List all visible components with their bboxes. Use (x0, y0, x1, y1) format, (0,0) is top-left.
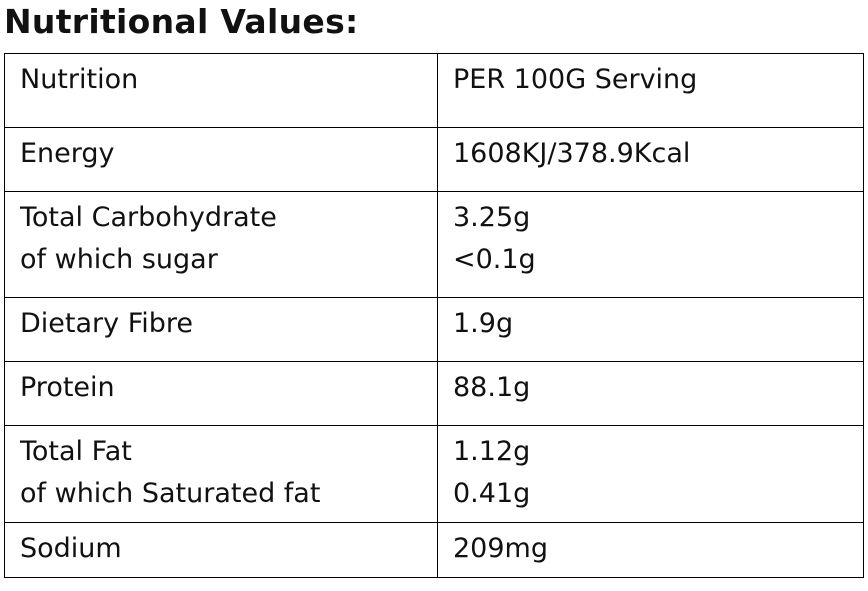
table-row: Dietary Fibre 1.9g (4, 297, 864, 362)
table-row: Total Carbohydrate of which sugar 3.25g <0.… (4, 191, 864, 298)
cell-text: <0.1g (453, 244, 536, 275)
header-text: Nutrition (20, 64, 139, 95)
header-text: PER 100G Serving (453, 64, 698, 95)
table-cell: Energy (4, 127, 438, 192)
nutrition-table: Nutrition PER 100G Serving Energy 1608KJ/37… (4, 53, 864, 578)
table-cell: 1608KJ/378.9Kcal (437, 127, 864, 192)
cell-text: Sodium (20, 533, 122, 564)
cell-text: Energy (20, 138, 115, 169)
cell-text: Total Carbohydrate (20, 202, 277, 233)
table-cell: 209mg (437, 522, 864, 578)
cell-text: 209mg (453, 533, 548, 564)
table-cell: 3.25g <0.1g (437, 191, 864, 298)
table-row: Energy 1608KJ/378.9Kcal (4, 127, 864, 192)
table-cell: Sodium (4, 522, 438, 578)
cell-text: Total Fat (20, 436, 132, 467)
table-cell: 1.12g 0.41g (437, 425, 864, 523)
table-cell: Protein (4, 361, 438, 426)
header-cell: Nutrition (4, 53, 438, 128)
table-row: Total Fat of which Saturated fat 1.12g 0.41… (4, 425, 864, 523)
cell-text: 1608KJ/378.9Kcal (453, 138, 691, 169)
table-cell: Total Carbohydrate of which sugar (4, 191, 438, 298)
table-cell: Total Fat of which Saturated fat (4, 425, 438, 523)
table-cell: 88.1g (437, 361, 864, 426)
header-cell: PER 100G Serving (437, 53, 864, 128)
cell-text: 0.41g (453, 478, 531, 509)
cell-text: 88.1g (453, 372, 531, 403)
table-body: Nutrition PER 100G Serving Energy 1608KJ/37… (4, 53, 864, 578)
table-cell: 1.9g (437, 297, 864, 362)
cell-text: of which Saturated fat (20, 478, 321, 509)
header-row: Nutrition PER 100G Serving (4, 53, 864, 128)
table-cell: Dietary Fibre (4, 297, 438, 362)
cell-text: 1.12g (453, 436, 531, 467)
cell-text: Dietary Fibre (20, 308, 194, 339)
table-row: Sodium 209mg (4, 522, 864, 578)
table-row: Protein 88.1g (4, 361, 864, 426)
cell-text: of which sugar (20, 244, 218, 275)
cell-text: Protein (20, 372, 115, 403)
cell-text: 3.25g (453, 202, 531, 233)
title: Nutritional Values: (4, 2, 359, 41)
cell-text: 1.9g (453, 308, 514, 339)
